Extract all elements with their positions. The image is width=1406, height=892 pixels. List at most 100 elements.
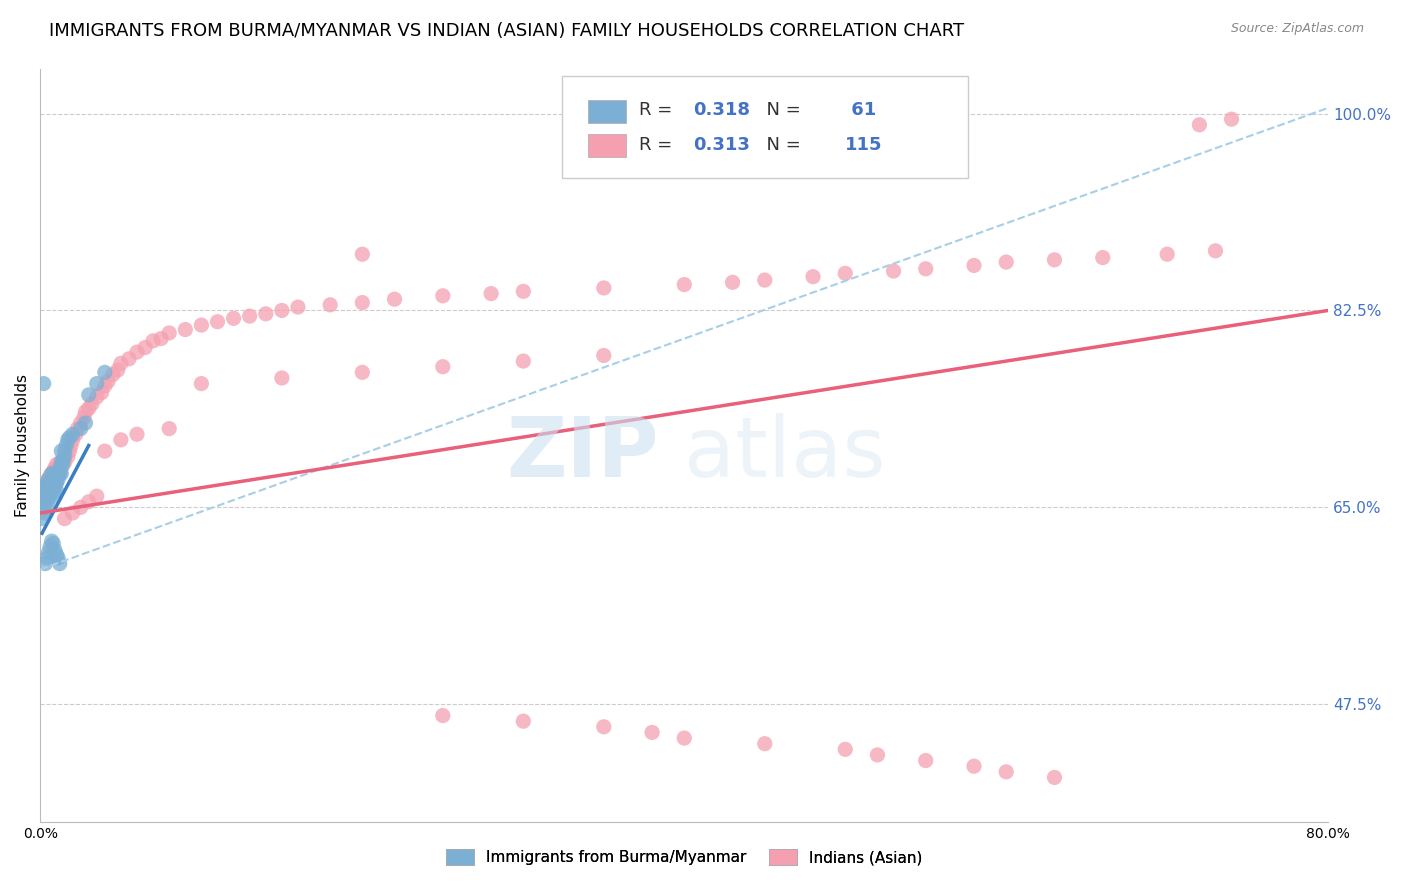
Point <box>66 422 89 436</box>
Point <box>69 422 91 436</box>
Point <box>207 315 229 329</box>
Point <box>592 349 614 363</box>
Point <box>73 410 96 425</box>
Point <box>352 247 374 261</box>
Point <box>287 300 309 314</box>
Point <box>44 489 66 503</box>
Point <box>39 475 62 490</box>
Point <box>34 478 56 492</box>
Point <box>995 255 1018 269</box>
Point <box>512 354 534 368</box>
Point <box>866 747 889 762</box>
Point <box>963 759 986 773</box>
Point <box>222 311 245 326</box>
Point <box>69 416 91 430</box>
Point <box>46 551 69 566</box>
Point <box>48 461 70 475</box>
Legend: Immigrants from Burma/Myanmar, Indians (Asian): Immigrants from Burma/Myanmar, Indians (… <box>440 843 928 871</box>
Y-axis label: Family Households: Family Households <box>15 374 30 517</box>
Point <box>673 731 696 745</box>
Point <box>641 725 664 739</box>
Point <box>53 455 76 469</box>
Point <box>754 737 776 751</box>
Point <box>995 764 1018 779</box>
Point <box>592 720 614 734</box>
Point <box>1220 112 1243 127</box>
Point <box>56 433 79 447</box>
Point <box>52 458 75 472</box>
Point <box>142 334 165 348</box>
Point <box>48 455 70 469</box>
Point <box>592 281 614 295</box>
Point <box>42 478 65 492</box>
FancyBboxPatch shape <box>588 100 626 123</box>
Point <box>41 472 63 486</box>
Point <box>32 489 55 503</box>
Point <box>51 461 73 475</box>
Point <box>42 472 65 486</box>
Point <box>44 468 66 483</box>
Point <box>39 540 62 554</box>
Point <box>62 433 84 447</box>
Point <box>834 742 856 756</box>
Point <box>254 307 277 321</box>
Point <box>432 708 454 723</box>
Text: 115: 115 <box>845 136 883 154</box>
Point <box>42 536 65 550</box>
Point <box>94 379 117 393</box>
FancyBboxPatch shape <box>562 76 967 178</box>
Point <box>55 438 77 452</box>
Point <box>32 376 55 391</box>
Point <box>65 427 87 442</box>
Point <box>35 491 58 506</box>
Point <box>52 453 75 467</box>
Point <box>34 495 56 509</box>
Point <box>270 303 292 318</box>
Point <box>45 467 67 481</box>
Point <box>59 438 82 452</box>
Point <box>32 500 55 515</box>
Point <box>97 375 120 389</box>
Point <box>35 551 58 566</box>
Point <box>94 444 117 458</box>
Point <box>46 467 69 481</box>
Point <box>834 266 856 280</box>
Point <box>37 472 59 486</box>
Text: 0.318: 0.318 <box>693 101 751 119</box>
Point <box>883 264 905 278</box>
Point <box>46 472 69 486</box>
Point <box>45 468 67 483</box>
Text: 61: 61 <box>845 101 876 119</box>
Point <box>37 480 59 494</box>
Point <box>42 483 65 498</box>
Point <box>45 475 67 490</box>
Point <box>46 468 69 483</box>
Point <box>94 365 117 379</box>
Point <box>35 478 58 492</box>
Point <box>37 487 59 501</box>
Point <box>35 478 58 492</box>
Point <box>32 480 55 494</box>
Point <box>42 467 65 481</box>
Point <box>35 489 58 503</box>
Text: R =: R = <box>640 136 678 154</box>
Point <box>1043 771 1066 785</box>
Point <box>125 345 148 359</box>
Point <box>352 295 374 310</box>
Point <box>51 455 73 469</box>
Point <box>37 478 59 492</box>
Point <box>914 261 936 276</box>
Point <box>56 450 79 464</box>
Point <box>53 444 76 458</box>
Point <box>512 285 534 299</box>
Point <box>44 543 66 558</box>
Point <box>75 405 97 419</box>
Point <box>41 483 63 498</box>
Text: Source: ZipAtlas.com: Source: ZipAtlas.com <box>1230 22 1364 36</box>
Text: atlas: atlas <box>685 412 886 493</box>
Point <box>77 388 100 402</box>
Point <box>39 480 62 494</box>
Point <box>174 322 197 336</box>
Point <box>53 450 76 464</box>
Point <box>39 478 62 492</box>
